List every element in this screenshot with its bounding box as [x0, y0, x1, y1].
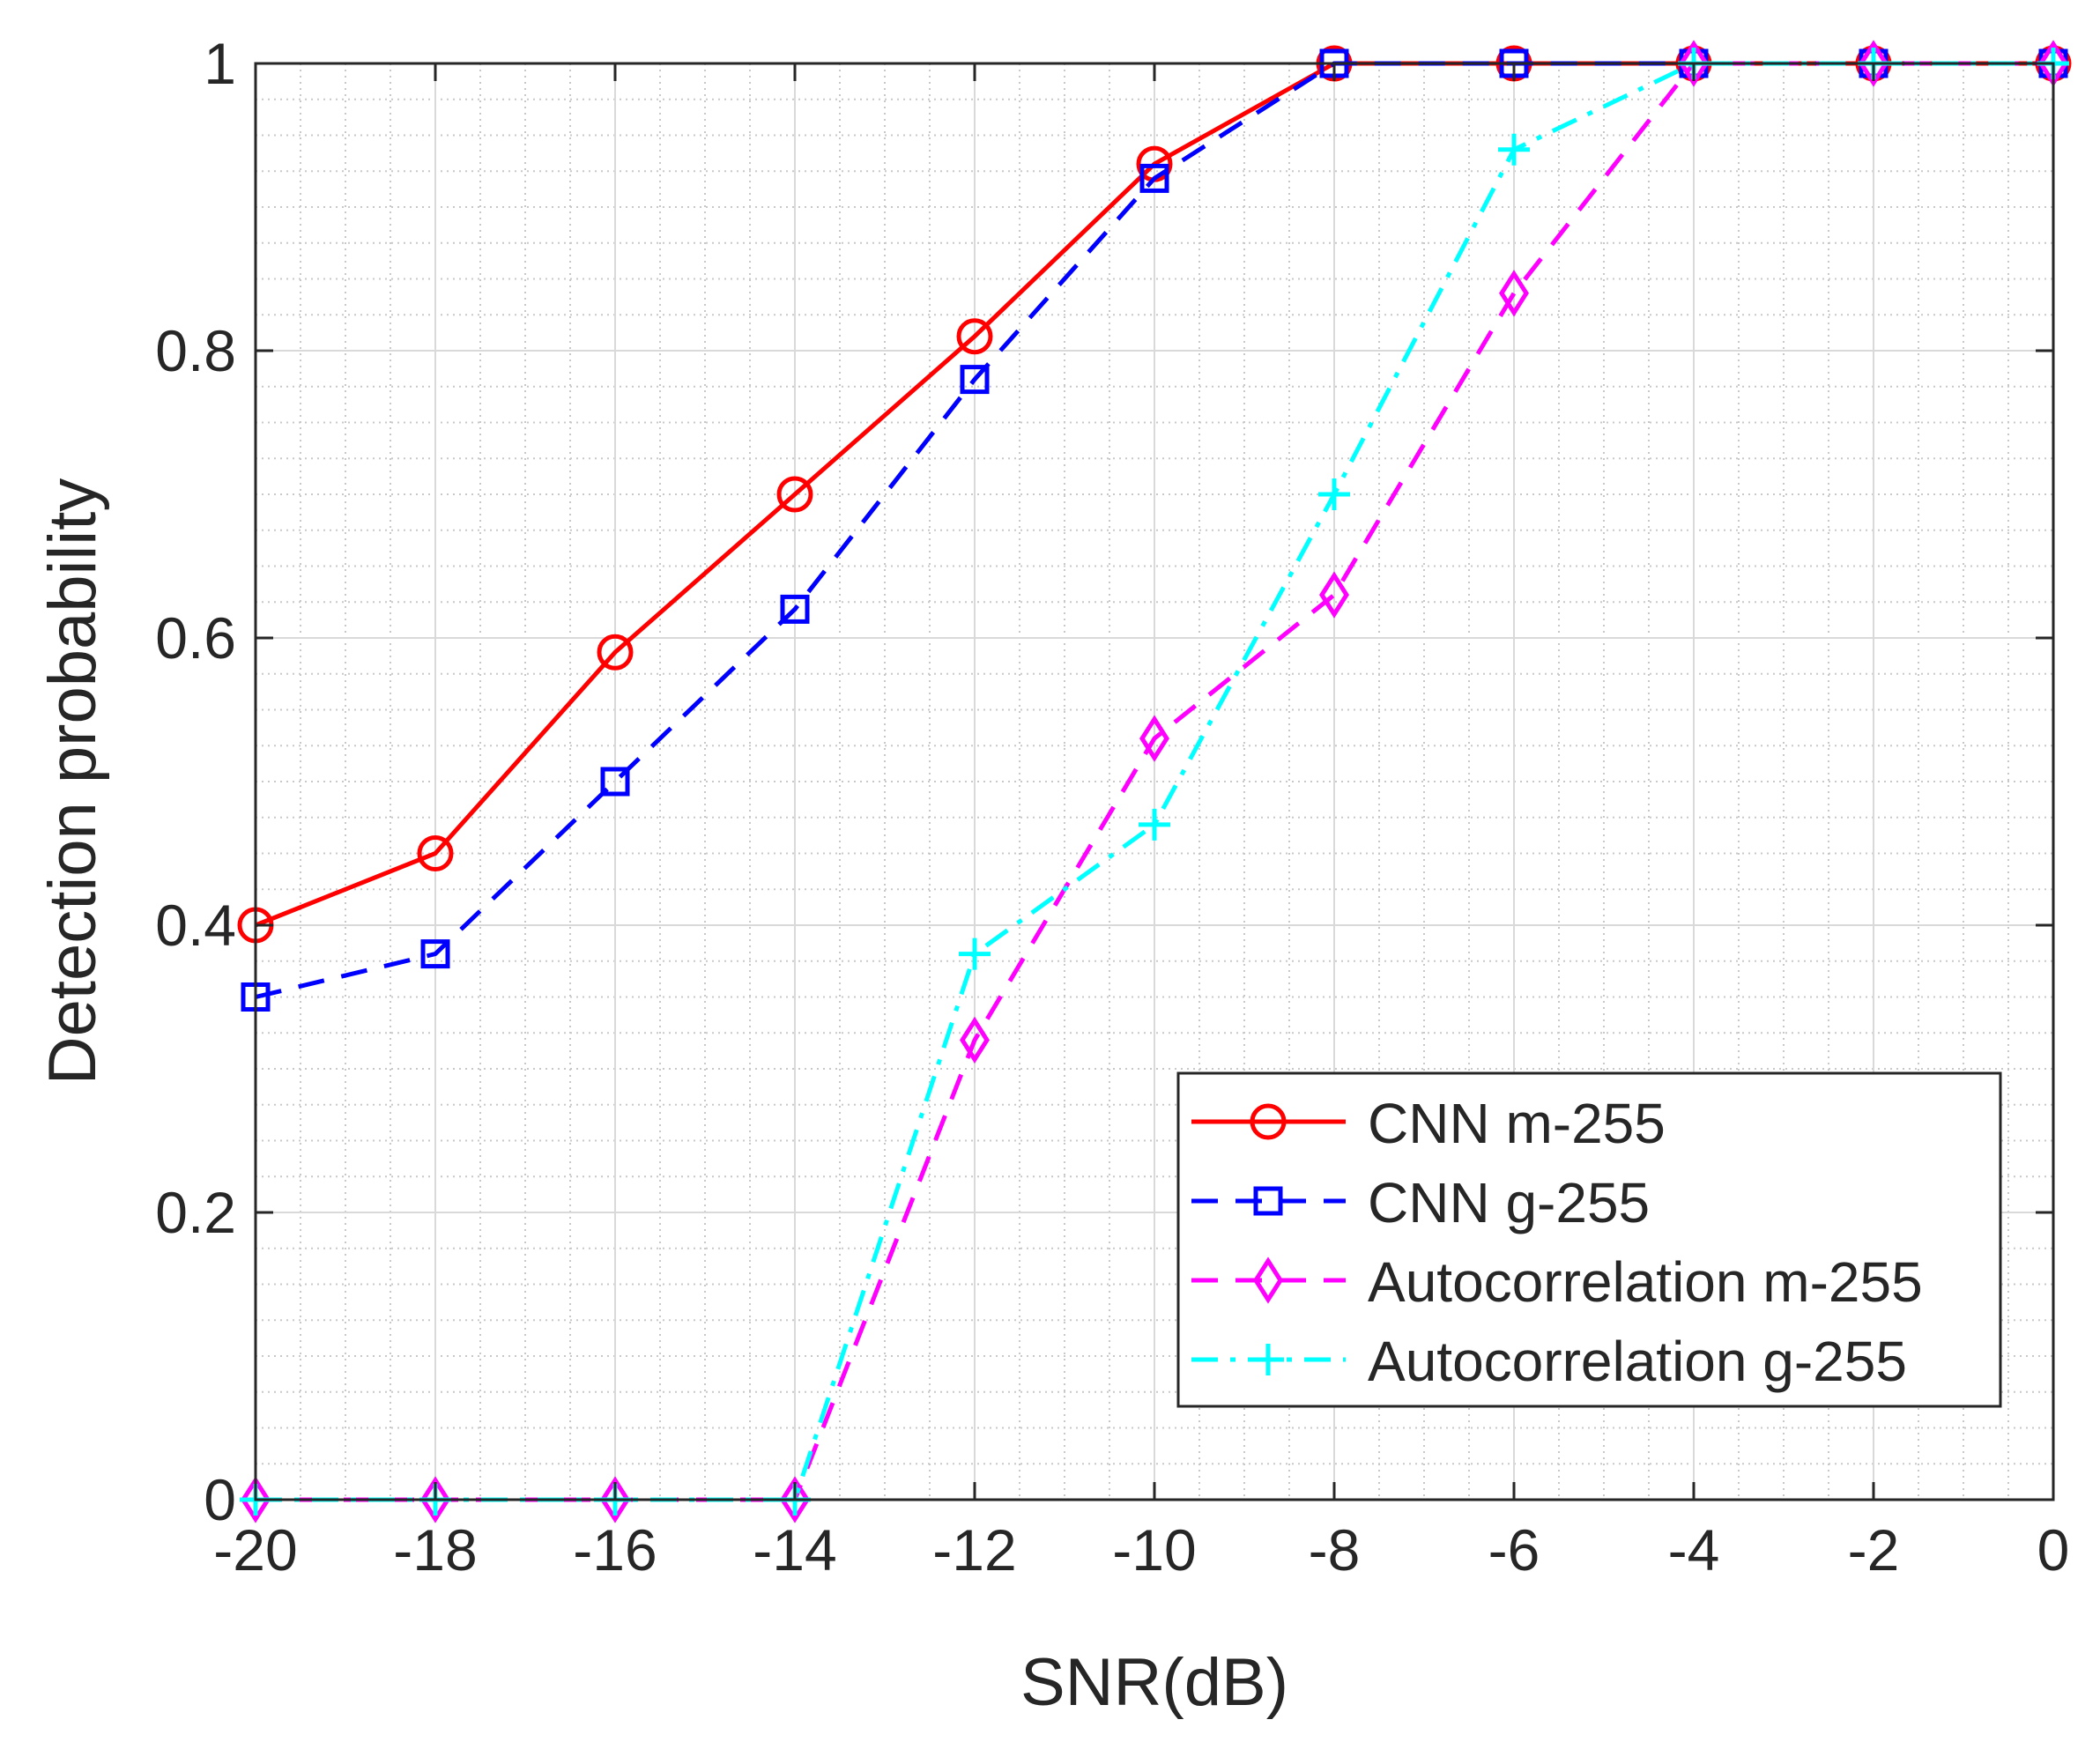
- x-tick-label: -2: [1848, 1517, 1900, 1583]
- data-point: [956, 318, 993, 355]
- x-tick-labels: -20 -18 -16 -14 -12 -10 -8 -6 -4 -2 0: [213, 1517, 2069, 1583]
- legend-item: CNN m-255: [1191, 1092, 1666, 1155]
- y-tick-label: 0.6: [155, 605, 236, 671]
- data-point: [417, 835, 454, 871]
- y-tick-label: 1: [204, 31, 236, 96]
- x-tick-label: -12: [932, 1517, 1016, 1583]
- data-point: [1679, 40, 1709, 87]
- y-tick-label: 0: [204, 1467, 236, 1532]
- x-tick-label: -20: [213, 1517, 297, 1583]
- y-tick-label: 0.2: [155, 1180, 236, 1245]
- data-point: [960, 365, 990, 395]
- data-point: [1139, 715, 1169, 762]
- y-tick-label: 0.4: [155, 893, 236, 958]
- legend-marker: [1252, 1344, 1284, 1375]
- legend-item: Autocorrelation g-255: [1191, 1330, 1907, 1393]
- data-point: [1318, 478, 1350, 510]
- data-point: [597, 634, 634, 671]
- x-tick-label: -14: [753, 1517, 836, 1583]
- y-axis-label: Detection probability: [35, 478, 110, 1086]
- data-point: [1499, 270, 1529, 317]
- data-point: [1498, 133, 1530, 166]
- data-point: [600, 1476, 630, 1523]
- data-point: [959, 938, 991, 970]
- legend-box: [1176, 1071, 2002, 1408]
- x-tick-label: -4: [1668, 1517, 1720, 1583]
- data-point: [241, 1476, 271, 1523]
- data-point: [780, 594, 810, 624]
- legend-marker: [1253, 1186, 1283, 1216]
- data-point: [1319, 571, 1349, 619]
- legend-marker: [1253, 1256, 1283, 1304]
- data-point: [600, 767, 630, 797]
- axis-ticks: [254, 62, 2055, 1501]
- x-tick-label: -10: [1112, 1517, 1196, 1583]
- series-line: [255, 61, 2053, 999]
- legend-item: Autocorrelation m-255: [1191, 1250, 1923, 1314]
- legend-label: CNN m-255: [1368, 1092, 1666, 1155]
- x-tick-label: -16: [573, 1517, 657, 1583]
- legend-item: CNN g-255: [1191, 1171, 1650, 1234]
- x-tick-label: 0: [2037, 1517, 2070, 1583]
- data-point: [1139, 808, 1170, 841]
- x-tick-label: -8: [1309, 1517, 1361, 1583]
- data-point: [420, 1476, 450, 1523]
- x-axis-label: SNR(dB): [1020, 1645, 1288, 1720]
- x-tick-label: -6: [1488, 1517, 1540, 1583]
- data-point: [1139, 163, 1169, 193]
- x-tick-label: -18: [393, 1517, 477, 1583]
- data-point: [776, 476, 813, 513]
- data-point: [1859, 40, 1889, 87]
- y-tick-label: 0.8: [155, 318, 236, 383]
- legend: CNN m-255 CNN g-255 Autocorrelation m-255 A…: [1176, 1071, 2002, 1408]
- legend-marker: [1250, 1103, 1287, 1140]
- data-point: [960, 1016, 990, 1064]
- data-point: [420, 939, 450, 969]
- legend-label: CNN g-255: [1368, 1171, 1650, 1234]
- legend-label: Autocorrelation m-255: [1368, 1250, 1923, 1314]
- data-point: [780, 1476, 810, 1523]
- y-tick-labels: 0 0.2 0.4 0.6 0.8 1: [155, 31, 236, 1532]
- legend-label: Autocorrelation g-255: [1368, 1330, 1907, 1393]
